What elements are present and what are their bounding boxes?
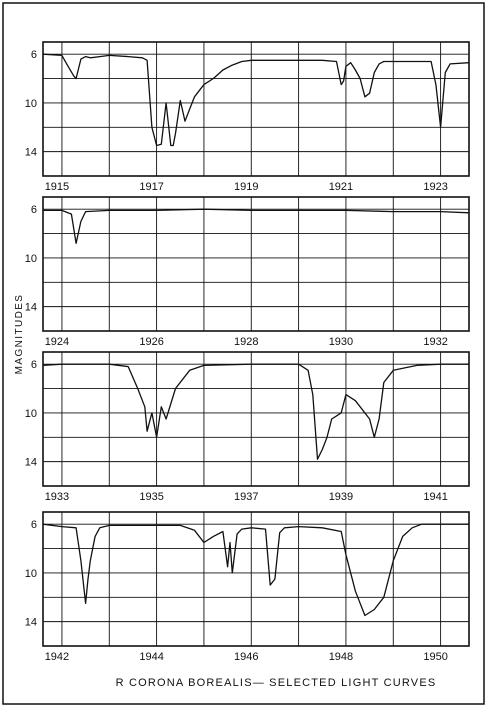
light-curve-panels: 6 10 14 1915 1917 1919 1921 1923 6 10 14 1924 1926 19… xyxy=(25,41,470,663)
x-tick-label: 1926 xyxy=(139,336,163,348)
x-tick-label: 1930 xyxy=(329,336,353,348)
y-tick-label: 6 xyxy=(31,359,37,371)
x-tick-label: 1915 xyxy=(45,181,69,193)
x-tick-label: 1939 xyxy=(329,491,353,503)
panel-frame xyxy=(42,196,470,332)
y-tick-label: 14 xyxy=(25,617,37,629)
panel-4: 6 10 14 1942 1944 1946 1948 1950 xyxy=(25,511,470,663)
x-tick-label: 1919 xyxy=(234,181,258,193)
panel-frame xyxy=(42,41,470,177)
x-tick-label: 1935 xyxy=(139,491,163,503)
light-curve-line xyxy=(43,208,470,244)
y-tick-label: 14 xyxy=(25,302,37,314)
y-tick-label: 6 xyxy=(31,49,37,61)
panel-1: 6 10 14 1915 1917 1919 1921 1923 xyxy=(25,41,470,193)
x-tick-label: 1944 xyxy=(139,651,163,663)
light-curve-line xyxy=(42,523,469,617)
y-tick-label: 6 xyxy=(31,204,37,216)
panel-2: 6 10 14 1924 1926 1928 1930 1932 xyxy=(25,196,470,348)
light-curve-line xyxy=(42,53,470,147)
chart-title: R CORONA BOREALIS— SELECTED LIGHT CURVES xyxy=(116,677,437,689)
x-tick-label: 1946 xyxy=(234,651,258,663)
x-tick-label: 1941 xyxy=(423,491,447,503)
x-tick-label: 1942 xyxy=(45,651,69,663)
x-tick-label: 1933 xyxy=(45,491,69,503)
x-tick-label: 1921 xyxy=(329,181,353,193)
y-tick-label: 10 xyxy=(25,568,37,580)
x-tick-label: 1923 xyxy=(423,181,447,193)
y-tick-label: 6 xyxy=(31,519,37,531)
x-tick-label: 1932 xyxy=(423,336,447,348)
x-tick-label: 1937 xyxy=(234,491,258,503)
x-tick-label: 1917 xyxy=(139,181,163,193)
x-tick-label: 1950 xyxy=(423,651,447,663)
x-tick-label: 1928 xyxy=(234,336,258,348)
y-tick-label: 10 xyxy=(25,253,37,265)
x-tick-label: 1924 xyxy=(45,336,69,348)
panel-frame xyxy=(42,351,470,487)
panel-frame xyxy=(42,511,470,647)
y-axis-label: MAGNITUDES xyxy=(14,294,25,375)
x-tick-label: 1948 xyxy=(329,651,353,663)
y-tick-label: 14 xyxy=(25,147,37,159)
y-tick-label: 10 xyxy=(25,408,37,420)
y-tick-label: 10 xyxy=(25,98,37,110)
y-tick-label: 14 xyxy=(25,457,37,469)
panel-3: 6 10 14 1933 1935 1937 1939 1941 xyxy=(25,351,470,503)
light-curve-line xyxy=(42,363,469,460)
